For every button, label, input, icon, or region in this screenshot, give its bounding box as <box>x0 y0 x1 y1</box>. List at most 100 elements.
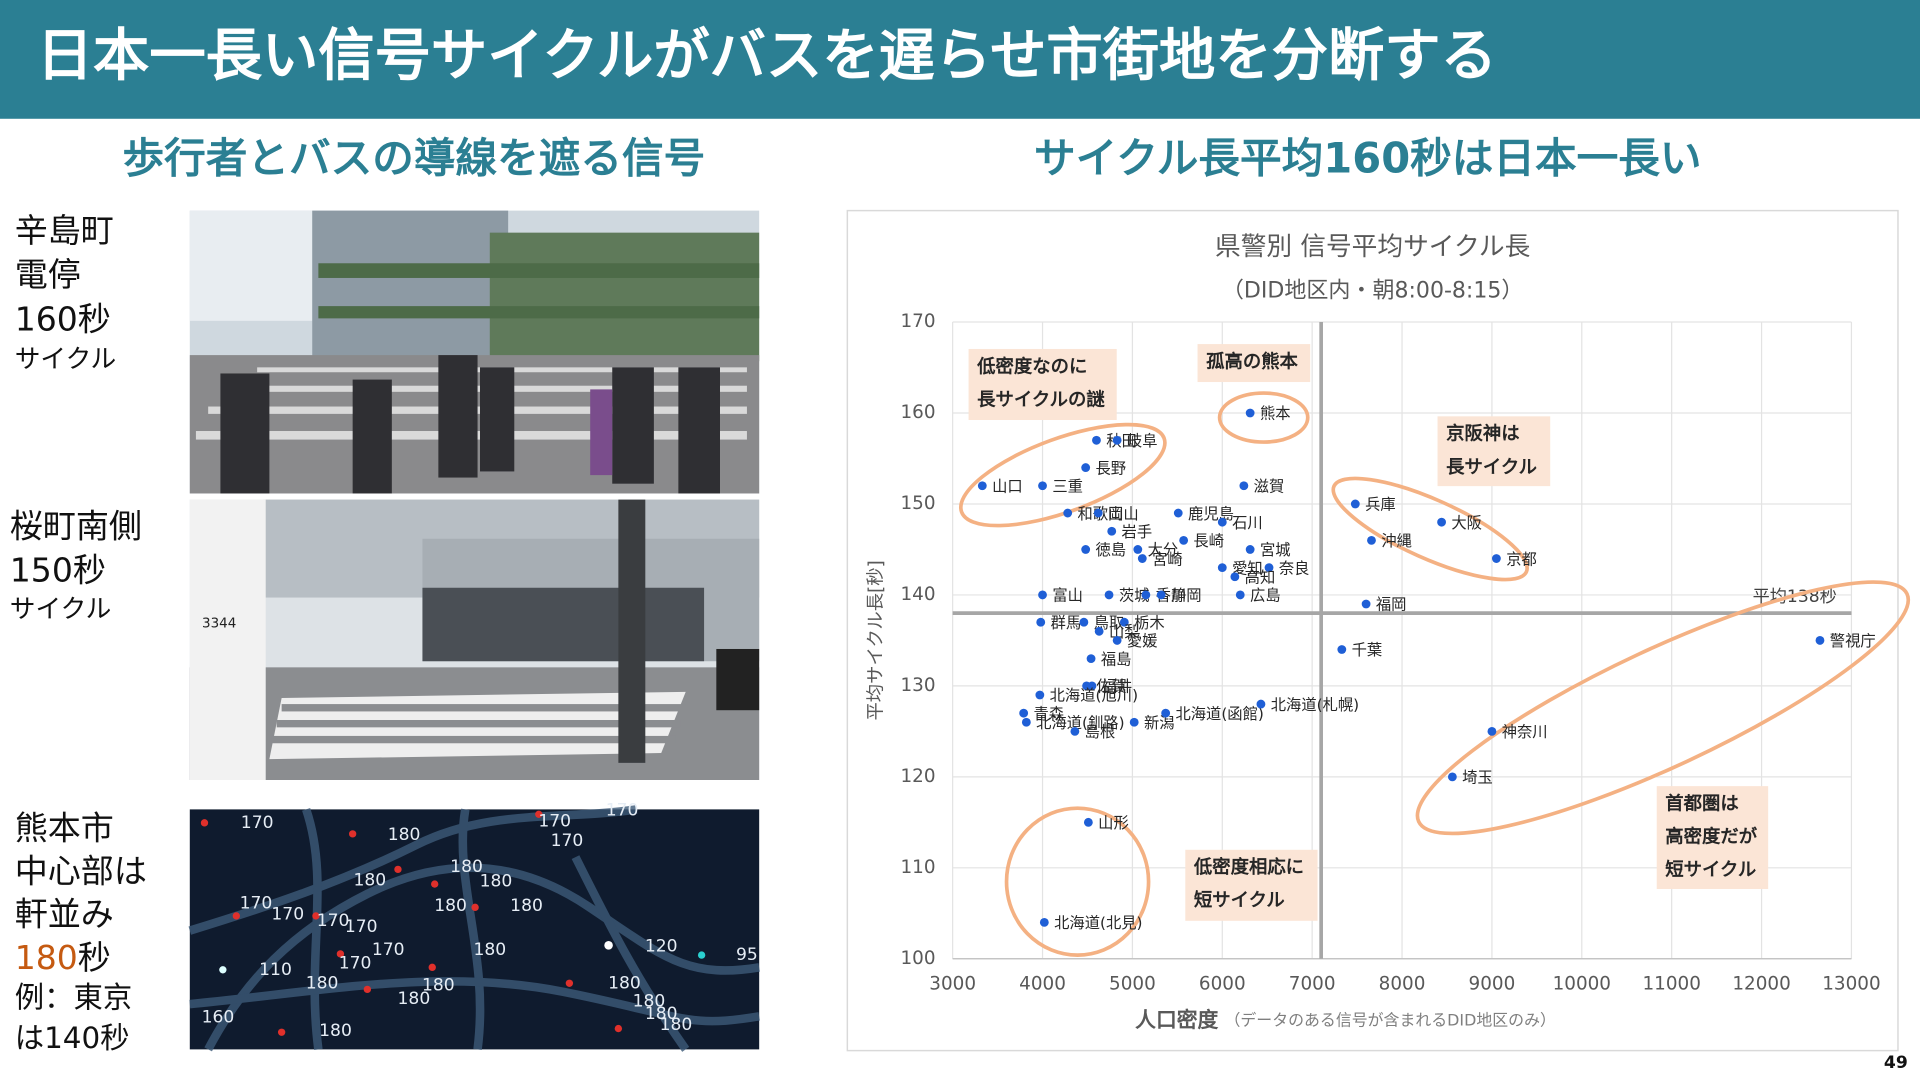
map-label: 160 <box>202 1008 235 1028</box>
right-heading: サイクル長平均160秒は日本一長い <box>1034 134 1702 183</box>
point <box>1104 590 1114 600</box>
point <box>1230 572 1240 582</box>
caption-line: は140秒 <box>15 1021 130 1055</box>
point-label: 鹿児島 <box>1188 505 1234 523</box>
chart-subtitle: （DID地区内・朝8:00-8:15） <box>1222 278 1524 303</box>
map-label: 170 <box>538 812 571 832</box>
y-tick-label: 100 <box>900 948 935 969</box>
annotation-text: 高密度だが <box>1665 826 1757 848</box>
point-label: 茨城 <box>1119 587 1150 605</box>
point <box>1256 699 1266 709</box>
map-label: 170 <box>240 894 273 914</box>
point <box>1081 545 1091 554</box>
highlight-ellipse <box>1415 580 1911 836</box>
point-label: 高知 <box>1245 568 1276 586</box>
point <box>1264 563 1274 573</box>
point <box>1093 508 1103 518</box>
map-label: 170 <box>271 905 304 925</box>
point <box>1133 545 1143 554</box>
point <box>1036 617 1046 627</box>
point-label: 熊本 <box>1260 405 1291 423</box>
annotation-text: 低密度相応に <box>1193 856 1304 878</box>
point <box>1437 517 1446 527</box>
point <box>1173 508 1183 518</box>
point <box>1137 554 1147 563</box>
map-label: 180 <box>510 896 543 916</box>
point-label: 福井 <box>1102 678 1133 696</box>
map-label: 95 <box>736 945 758 965</box>
point <box>1038 481 1047 491</box>
y-tick-label: 170 <box>900 311 935 332</box>
point-label: 岡山 <box>1108 505 1139 523</box>
y-tick-label: 110 <box>900 857 935 878</box>
header-bar <box>0 0 1920 119</box>
point-label: 福岡 <box>1376 596 1407 614</box>
point-label: 愛媛 <box>1127 632 1158 650</box>
map-label: 170 <box>551 831 584 851</box>
x-tick-label: 3000 <box>929 973 976 994</box>
highlight-ellipse <box>1217 391 1310 444</box>
point-label: 石川 <box>1232 514 1263 532</box>
point-label: 北海道(釧路) <box>1036 714 1124 732</box>
caption-line: 桜町南側 <box>10 506 142 545</box>
point <box>1035 690 1045 700</box>
point <box>1141 590 1151 600</box>
map-label: 180 <box>353 870 386 890</box>
point-label: 神奈川 <box>1502 723 1548 741</box>
annotation-text: 長サイクル <box>1446 457 1537 478</box>
map-label: 180 <box>434 896 467 916</box>
map-label: 180 <box>473 940 506 960</box>
caption-line: 例：東京 <box>15 981 133 1015</box>
x-tick-label: 4000 <box>1019 973 1066 994</box>
caption-line: 熊本市 <box>15 809 114 848</box>
point-label: 青森 <box>1033 705 1064 723</box>
point <box>1129 717 1139 727</box>
point <box>1487 726 1497 736</box>
highlight-ellipse <box>958 422 1167 528</box>
point-label: 秋田 <box>1106 432 1137 450</box>
caption-line: 電停 <box>15 255 81 294</box>
point-label: 北海道(函館) <box>1175 705 1263 723</box>
map-label: 170 <box>372 940 405 960</box>
map-label: 170 <box>339 954 372 974</box>
x-tick-label: 7000 <box>1289 973 1336 994</box>
caption-line: 辛島町 <box>15 211 114 250</box>
map-label: 180 <box>398 989 431 1009</box>
point-label: 愛知 <box>1232 559 1263 577</box>
map-label: 180 <box>645 1004 678 1024</box>
point-label: 徳島 <box>1095 541 1126 559</box>
map-label: 170 <box>345 917 378 937</box>
photo-text: 3344 <box>202 616 236 631</box>
y-axis-label: 平均サイクル長[秒] <box>866 560 887 720</box>
chart-title: 県警別 信号平均サイクル長 <box>1215 232 1530 262</box>
y-tick-label: 140 <box>900 584 935 605</box>
point-label: 岩手 <box>1122 523 1153 541</box>
map-label: 180 <box>450 857 483 877</box>
annotation-box <box>1197 344 1311 383</box>
point <box>1086 654 1096 664</box>
point <box>1367 535 1376 545</box>
y-tick-label: 160 <box>900 402 935 423</box>
point-label: 鳥取 <box>1094 614 1125 632</box>
point-label: 兵庫 <box>1365 496 1396 514</box>
annotation-box <box>1437 416 1551 487</box>
point-label: 岐阜 <box>1127 432 1158 450</box>
point <box>1337 645 1347 654</box>
caption-line: 中心部は <box>15 852 147 891</box>
point-label: 島根 <box>1085 723 1116 741</box>
point-label: 福島 <box>1101 650 1132 668</box>
annotation-text: 短サイクル <box>1194 889 1285 911</box>
point <box>1021 717 1031 727</box>
annotation-box <box>1656 786 1769 889</box>
point <box>1019 708 1029 718</box>
point-label: 奈良 <box>1279 559 1310 577</box>
point-label: 埼玉 <box>1462 769 1493 787</box>
caption-small: サイクル <box>10 594 112 624</box>
map-label: 180 <box>422 976 455 996</box>
point-label: 佐賀 <box>1096 678 1127 696</box>
y-tick-label: 130 <box>900 675 935 696</box>
map-label: 180 <box>319 1021 352 1041</box>
map-label: 180 <box>633 992 666 1012</box>
annotation-text: 低密度なのに <box>976 355 1087 377</box>
